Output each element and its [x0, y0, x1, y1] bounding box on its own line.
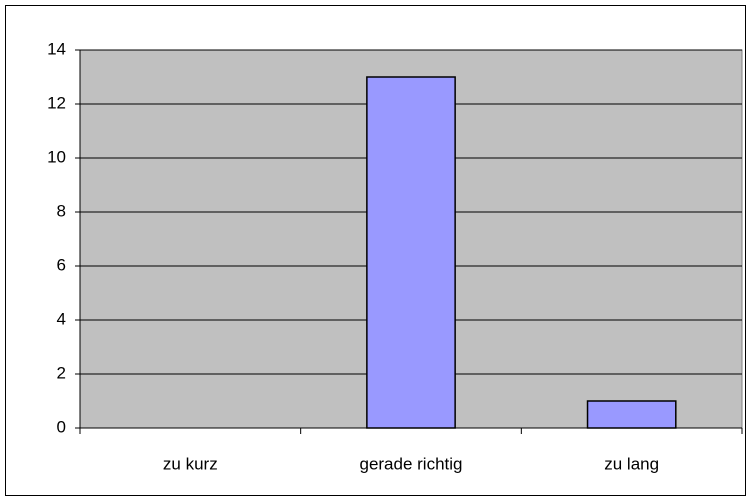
bar [366, 76, 456, 429]
x-tick-label: zu kurz [163, 454, 218, 473]
y-tick-label: 4 [57, 309, 66, 328]
y-tick-label: 10 [47, 147, 66, 166]
x-tick-label: gerade richtig [359, 454, 462, 473]
y-tick-label: 8 [57, 201, 66, 220]
x-tick-label: zu lang [604, 454, 659, 473]
y-tick-label: 14 [47, 39, 66, 58]
y-tick-label: 0 [57, 417, 66, 436]
y-tick-label: 12 [47, 93, 66, 112]
bar [586, 400, 677, 429]
y-tick-label: 2 [57, 363, 66, 382]
y-tick-label: 6 [57, 255, 66, 274]
